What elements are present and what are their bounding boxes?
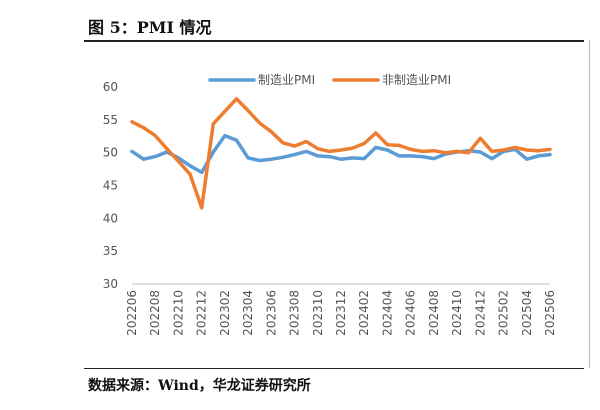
x-tick-label: 202308: [288, 290, 302, 336]
x-tick-label: 202406: [404, 290, 418, 336]
legend-label: 制造业PMI: [258, 73, 315, 87]
y-tick-label: 55: [103, 113, 118, 127]
x-tick-label: 202310: [311, 290, 325, 336]
right-edge-border: [589, 40, 590, 368]
top-rule: [84, 40, 584, 42]
y-tick-label: 50: [103, 146, 118, 160]
y-tick-label: 45: [103, 179, 118, 193]
figure-title: 图 5：PMI 情况: [88, 18, 212, 37]
x-tick-label: 202410: [450, 290, 464, 336]
x-tick-label: 202208: [148, 290, 162, 336]
series-line-non-manufacturing-pmi: [130, 97, 552, 210]
x-tick-label: 202302: [218, 290, 232, 336]
series-lines: [130, 97, 552, 210]
x-tick-label: 202404: [380, 290, 394, 336]
y-tick-label: 60: [103, 80, 118, 94]
x-tick-label: 202212: [195, 290, 209, 336]
bottom-rule: [84, 368, 584, 369]
x-tick-label: 202306: [264, 290, 278, 336]
y-tick-label: 40: [103, 211, 118, 225]
x-tick-label: 202210: [171, 290, 185, 336]
legend: 制造业PMI 非制造业PMI: [208, 73, 451, 87]
x-tick-label: 202502: [497, 290, 511, 336]
source-note: 数据来源：Wind，华龙证券研究所: [88, 378, 311, 394]
x-tick-label: 202504: [520, 290, 534, 336]
x-tick-label: 202402: [357, 290, 371, 336]
legend-label: 非制造业PMI: [382, 73, 451, 87]
x-tick-label: 202412: [473, 290, 487, 336]
y-tick-label: 35: [103, 244, 118, 258]
x-tick-label: 202206: [125, 290, 139, 336]
x-axis: 202206 202208 202210 202212 202302 202304 2023…: [125, 283, 557, 336]
x-tick-label: 202304: [241, 290, 255, 336]
x-tick-label: 202408: [427, 290, 441, 336]
x-tick-label: 202312: [334, 290, 348, 336]
x-tick-label: 202506: [543, 290, 557, 336]
y-axis: 30 35 40 45 50 55 60: [103, 80, 118, 291]
series-line-manufacturing-pmi: [130, 133, 552, 175]
y-tick-label: 30: [103, 277, 118, 291]
